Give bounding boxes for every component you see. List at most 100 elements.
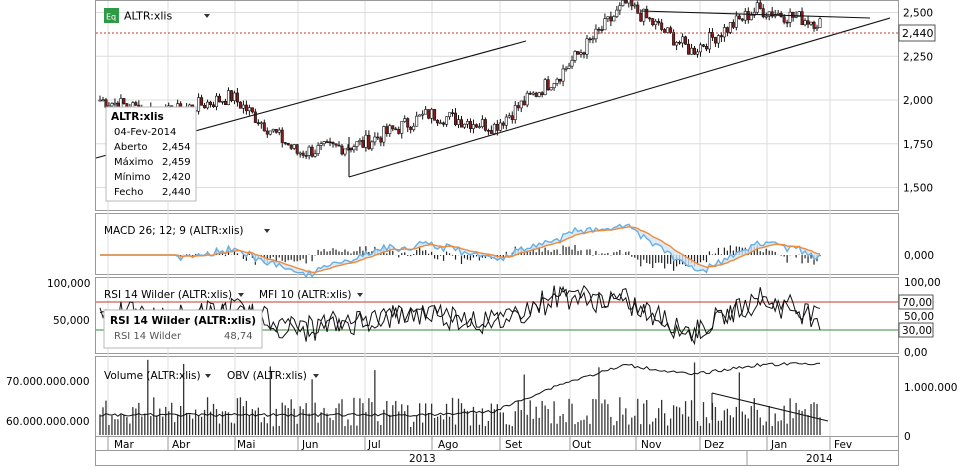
month-label: Dez [704, 439, 725, 451]
price-candle [238, 101, 242, 109]
instrument-header[interactable]: Eq ALTR:xlis [104, 8, 210, 23]
volume-right-tick-1m: 1.000.000 [904, 382, 957, 394]
price-candle [797, 11, 801, 17]
price-candle [322, 141, 326, 144]
year-label: 2013 [409, 453, 436, 465]
price-tick-label: 1,500 [903, 183, 933, 195]
chevron-down-icon[interactable] [204, 14, 210, 18]
equity-icon [104, 8, 119, 23]
price-candle [812, 21, 816, 29]
rsi-left-tick-100: 100,000 [47, 278, 90, 290]
price-tick-label: 2,000 [903, 95, 933, 107]
price-candle [247, 107, 251, 112]
last-price-value: 2,440 [902, 27, 934, 40]
price-candle [436, 120, 440, 124]
price-candle [292, 144, 296, 149]
price-candle [465, 121, 469, 125]
price-candle [743, 11, 747, 21]
price-candle [307, 146, 311, 156]
price-candle [101, 99, 105, 101]
price-candle [283, 142, 287, 144]
price-candle [459, 119, 463, 128]
price-candle [122, 98, 126, 104]
price-candle [507, 115, 511, 118]
rsi-upper-tag: 70,00 [898, 294, 934, 310]
price-candle [200, 97, 204, 106]
price-candle [250, 107, 254, 113]
price-candle [666, 27, 670, 33]
price-candle [579, 52, 583, 55]
price-candle [256, 122, 260, 125]
price-series [98, 0, 822, 160]
price-candle [663, 29, 667, 33]
month-label: Nov [641, 439, 662, 451]
price-candle [698, 44, 702, 53]
trendline-1[interactable] [348, 17, 891, 178]
price-candle [552, 83, 556, 89]
price-candle [657, 20, 661, 24]
macd-header[interactable]: MACD 26; 12; 9 (ALTR:xlis) [104, 225, 270, 237]
price-candle [504, 116, 508, 126]
price-candle [597, 28, 601, 31]
price-candle [591, 38, 595, 41]
rsi-header[interactable]: RSI 14 Wilder (ALTR:xlis) MFI 10 (ALTR:x… [104, 289, 363, 301]
last-price-tag: 2,440 [898, 24, 936, 42]
price-candle [687, 43, 691, 55]
price-candle [716, 35, 720, 44]
price-candle [809, 21, 813, 25]
trendline-2[interactable] [640, 10, 871, 19]
price-tick-label: 2,250 [903, 51, 933, 63]
instrument-label: ALTR:xlis [124, 10, 172, 23]
tooltip-low-label: Mínimo [114, 171, 150, 183]
price-candle [746, 11, 750, 21]
price-candle [334, 143, 338, 146]
price-candle [612, 16, 616, 22]
price-candle [439, 122, 443, 125]
rsi-right-tick-0: 0,00 [904, 347, 927, 359]
chevron-down-icon[interactable] [205, 374, 211, 378]
price-candle [594, 28, 598, 40]
price-candle [382, 126, 386, 143]
price-candle [289, 144, 293, 149]
volume-label: Volume (ALTR:xlis) [104, 370, 201, 382]
price-candle [785, 21, 789, 24]
price-candle [364, 134, 368, 148]
volume-header[interactable]: Volume (ALTR:xlis) OBV (ALTR:xlis) [104, 370, 319, 382]
volume-left-tick-70: 70.000.000.000 [6, 376, 90, 388]
price-candle [412, 125, 416, 130]
month-label: Jul [367, 439, 381, 451]
price-candle [325, 141, 329, 143]
time-axis[interactable]: Mar Abr Mai Jun Jul Ago Set Out Nov Dez Jan Fev 2013… [96, 437, 898, 465]
price-candle [403, 118, 407, 122]
price-candle [483, 119, 487, 131]
chevron-down-icon[interactable] [357, 293, 363, 297]
month-label: Jun [301, 439, 318, 451]
price-candle [636, 4, 640, 14]
chevron-down-icon[interactable] [238, 293, 244, 297]
price-candle [223, 100, 227, 106]
chevron-down-icon[interactable] [313, 374, 319, 378]
price-candle [433, 109, 437, 121]
chevron-down-icon[interactable] [264, 229, 270, 233]
month-label: Mai [237, 439, 255, 451]
price-candle [764, 15, 768, 18]
price-candle [803, 20, 807, 26]
tooltip-low-value: 2,420 [162, 172, 191, 183]
price-candle [448, 112, 452, 118]
price-candle [274, 128, 278, 133]
price-candle [367, 134, 371, 150]
price-candle [519, 100, 523, 109]
price-candle [498, 122, 502, 131]
price-candle [400, 121, 404, 134]
price-candle [286, 142, 290, 146]
price-candle [710, 32, 714, 38]
rsi-lower-tag: 30,00 [898, 322, 934, 338]
price-candle [376, 136, 380, 139]
price-candle [197, 97, 201, 112]
trendlines[interactable] [95, 10, 891, 178]
price-candle [740, 18, 744, 21]
macd-zero-tick: 0,000 [904, 250, 934, 262]
price-candle [349, 147, 353, 151]
price-candle [226, 90, 230, 106]
